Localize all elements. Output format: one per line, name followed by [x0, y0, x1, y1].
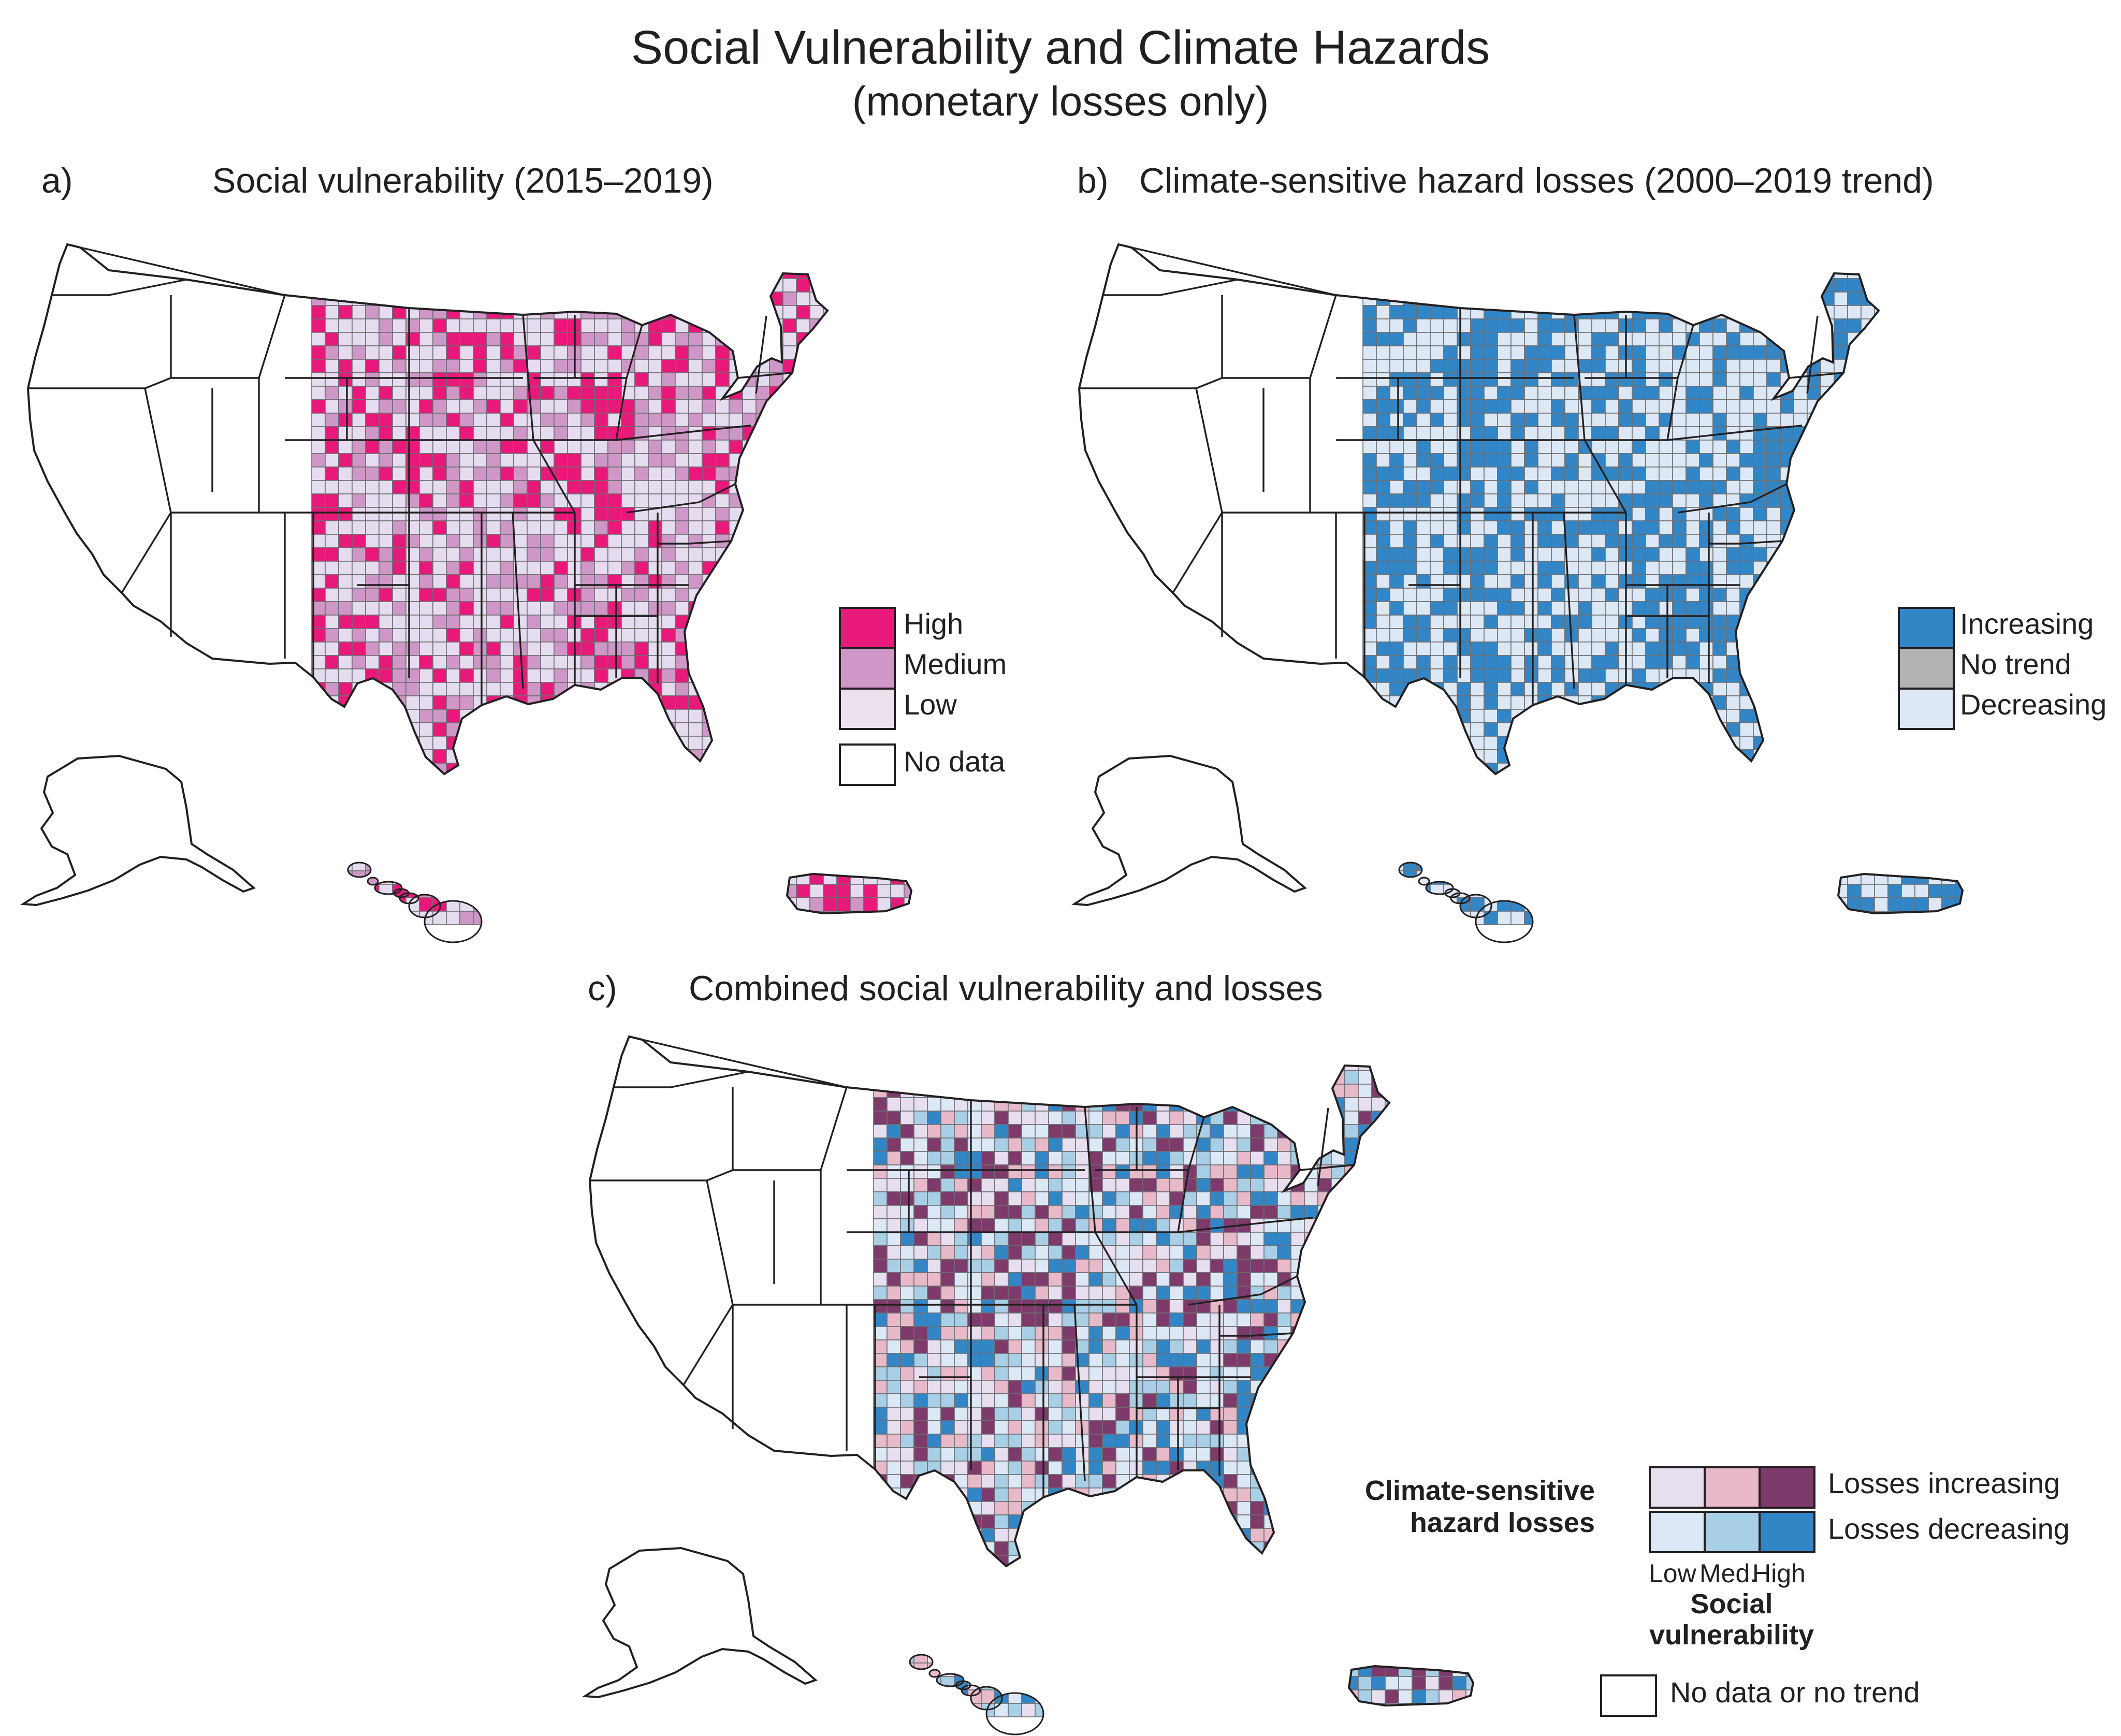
- legend-b-label-decreasing: Decreasing: [1960, 688, 2107, 721]
- legend-b-label-increasing: Increasing: [1960, 607, 2094, 640]
- legend-b-swatch-decreasing: [1898, 688, 1955, 730]
- legend-a-label-high: High: [904, 607, 964, 640]
- legend-a-swatch-low: [839, 688, 896, 730]
- legend-c-swatch-inc-med: [1704, 1466, 1761, 1509]
- legend-c-label-decreasing: Losses decreasing: [1828, 1512, 2070, 1545]
- legend-c-y-title: Climate-sensitive hazard losses: [1364, 1475, 1595, 1538]
- county-grid: [585, 1037, 1473, 1717]
- legend-a-label-low: Low: [904, 688, 957, 721]
- legend-a-swatch-nodata: [839, 743, 896, 786]
- legend-c-label-nodata: No data or no trend: [1670, 1676, 1920, 1709]
- legend-c-col-med: Med.: [1699, 1559, 1757, 1588]
- legend-c-swatch-inc-high: [1759, 1466, 1815, 1509]
- social-vulnerability-map: [20, 243, 913, 943]
- legend-c-swatch-inc-low: [1649, 1466, 1706, 1509]
- figure-title: Social Vulnerability and Climate Hazards: [631, 21, 1490, 74]
- panel-b-title: Climate-sensitive hazard losses (2000–20…: [1139, 161, 1934, 200]
- combined-map: [582, 1035, 1475, 1735]
- panel-c-title: Combined social vulnerability and losses: [689, 969, 1323, 1008]
- county-grid: [23, 244, 911, 925]
- panel-a-title: Social vulnerability (2015–2019): [212, 161, 714, 200]
- legend-a-label-medium: Medium: [904, 648, 1007, 680]
- hazard-losses-map: [1071, 243, 1964, 943]
- state-borders: [20, 243, 913, 943]
- state-borders: [582, 1035, 1475, 1735]
- county-grid: [1074, 244, 1963, 925]
- legend-c-swatch-dec-high: [1759, 1511, 1815, 1553]
- legend-c-label-increasing: Losses increasing: [1828, 1467, 2060, 1499]
- legend-c-swatch-dec-low: [1649, 1511, 1706, 1553]
- legend-c-swatch-nodata: [1600, 1674, 1657, 1717]
- panel-a-letter: a): [41, 161, 73, 200]
- legend-a-swatch-medium: [839, 647, 896, 690]
- legend-a-label-nodata: No data: [904, 745, 1006, 778]
- legend-c-x-title: Social vulnerability: [1649, 1588, 1814, 1651]
- legend-c-col-low: Low: [1649, 1559, 1696, 1588]
- legend-b-swatch-notrend: [1898, 647, 1955, 690]
- state-borders: [1071, 243, 1964, 943]
- legend-b-swatch-increasing: [1898, 607, 1955, 649]
- panel-b-letter: b): [1077, 161, 1109, 200]
- figure-subtitle: (monetary losses only): [852, 78, 1269, 124]
- legend-a-swatch-high: [839, 607, 896, 649]
- panel-c-letter: c): [588, 969, 617, 1008]
- legend-c-swatch-dec-med: [1704, 1511, 1761, 1553]
- legend-b-label-notrend: No trend: [1960, 648, 2071, 680]
- legend-c-col-high: High: [1752, 1559, 1806, 1588]
